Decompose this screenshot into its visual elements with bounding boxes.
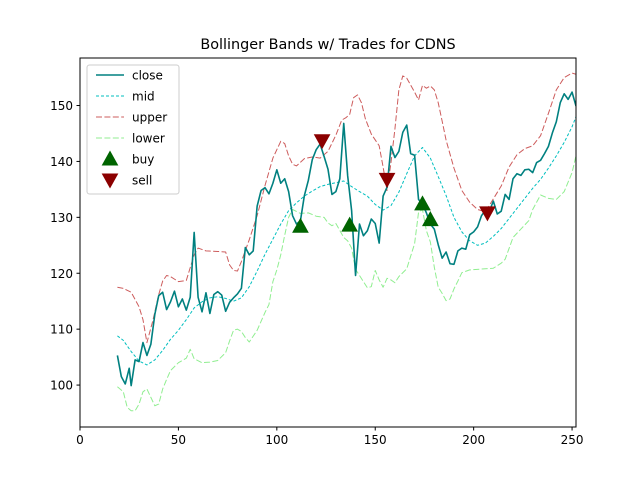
series-lower-line	[117, 155, 576, 412]
x-tick-label-0: 0	[76, 433, 84, 447]
chart-title: Bollinger Bands w/ Trades for CDNS	[200, 37, 455, 53]
sell-marker-1	[313, 134, 331, 150]
legend-item-close: close	[96, 69, 163, 83]
y-tick-label-0: 100	[50, 379, 73, 393]
legend-item-mid: mid	[96, 90, 155, 104]
legend-swatch-buy	[101, 150, 119, 166]
legend-label-lower: lower	[132, 132, 165, 146]
sell-marker-2	[378, 172, 396, 188]
legend-item-upper: upper	[96, 111, 167, 125]
buy-marker-4	[421, 211, 439, 227]
y-tick-label-1: 110	[50, 323, 73, 337]
series-upper-line	[117, 72, 576, 344]
legend-label-mid: mid	[132, 90, 155, 104]
x-tick-label-1: 50	[171, 433, 186, 447]
legend-label-close: close	[132, 69, 163, 83]
legend-item-sell: sell	[101, 173, 152, 189]
sell-marker-3	[479, 206, 496, 222]
buy-marker-3	[414, 195, 431, 211]
series-close-line	[116, 91, 576, 387]
y-tick-label-2: 120	[50, 267, 73, 281]
x-tick-label-5: 250	[561, 433, 584, 447]
axes-frame	[79, 57, 577, 428]
x-tick-label-3: 150	[364, 433, 387, 447]
buy-marker-1	[292, 217, 309, 233]
y-tick-label-5: 150	[50, 99, 73, 113]
plot-area	[116, 72, 576, 412]
y-tick-label-4: 140	[50, 155, 73, 169]
x-tick-label-4: 200	[462, 433, 485, 447]
legend-swatch-sell	[101, 173, 119, 189]
legend: close mid upper lower buy sell	[86, 64, 180, 195]
axes: 0 50 100 150 200 250 100 110 120 130 140 150	[50, 57, 584, 447]
legend-item-buy: buy	[101, 150, 154, 167]
legend-label-upper: upper	[132, 111, 167, 125]
legend-item-lower: lower	[96, 132, 165, 146]
x-tick-label-2: 100	[265, 433, 288, 447]
legend-label-buy: buy	[132, 153, 154, 167]
buy-marker-2	[341, 216, 359, 232]
y-tick-label-3: 130	[50, 211, 73, 225]
series-mid-line	[117, 116, 576, 366]
legend-label-sell: sell	[132, 174, 152, 188]
